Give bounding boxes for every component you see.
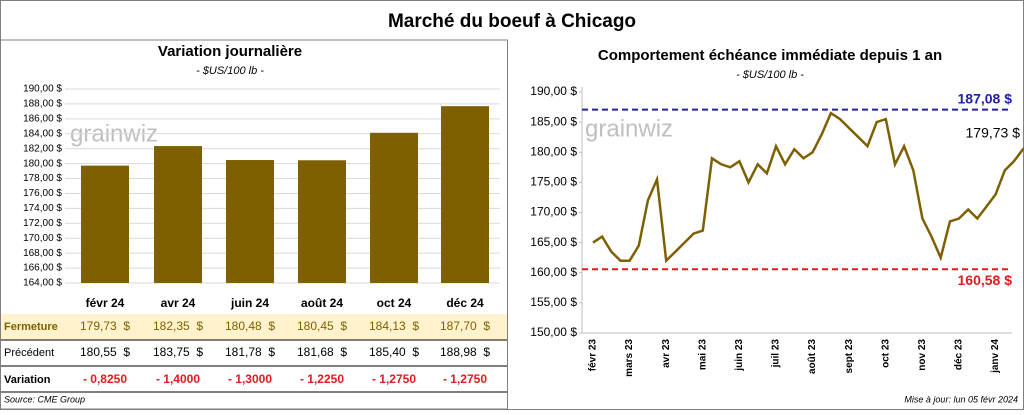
table-cell: 181,68 $ <box>297 345 347 359</box>
y-tick-label: 190,00 $ <box>23 84 62 95</box>
y-tick-label: 180,00 $ <box>23 158 62 169</box>
table-cell: 183,75 $ <box>153 345 203 359</box>
bar <box>154 146 202 283</box>
x-tick-label: oct 23 <box>880 339 891 368</box>
bar <box>298 160 346 283</box>
chart-subtitle: - $US/100 lb - <box>736 69 804 81</box>
row-label: Précédent <box>4 347 54 359</box>
y-tick-label: 172,00 $ <box>23 218 62 229</box>
bar <box>370 132 418 283</box>
table-cell: 180,55 $ <box>80 345 130 359</box>
y-tick-label: 168,00 $ <box>23 248 62 259</box>
x-tick-label: avr 23 <box>661 339 672 368</box>
table-cell: - 1,4000 <box>156 372 200 386</box>
y-tick-label: 175,00 $ <box>530 175 577 189</box>
table-cell: 184,13 $ <box>369 319 419 333</box>
x-tick-label: août 24 <box>301 296 343 310</box>
y-tick-label: 185,00 $ <box>530 114 577 128</box>
chart-title: Variation journalière <box>158 43 302 60</box>
bar <box>441 106 489 284</box>
row-label: Variation <box>4 374 51 386</box>
y-tick-label: 178,00 $ <box>23 173 62 184</box>
x-tick-label: nov 23 <box>917 339 928 371</box>
x-tick-label: mai 23 <box>697 339 708 371</box>
x-tick-label: déc 24 <box>446 296 484 310</box>
x-tick-label: juin 23 <box>734 339 745 372</box>
page-title: Marché du boeuf à Chicago <box>388 11 636 32</box>
y-tick-label: 182,00 $ <box>23 143 62 154</box>
table-cell: 180,48 $ <box>225 319 275 333</box>
y-tick-label: 166,00 $ <box>23 263 62 274</box>
x-tick-label: févr 24 <box>86 296 125 310</box>
x-tick-label: sept 23 <box>844 339 855 374</box>
x-tick-label: juil 23 <box>771 339 782 369</box>
watermark: grainwiz <box>585 115 673 142</box>
table-cell: 185,40 $ <box>369 345 419 359</box>
y-tick-label: 170,00 $ <box>23 233 62 244</box>
close-row-bg <box>1 314 507 340</box>
y-tick-label: 155,00 $ <box>530 295 577 309</box>
x-tick-label: févr 23 <box>588 339 599 372</box>
source: Source: CME Group <box>4 394 85 404</box>
table-cell: - 0,8250 <box>83 372 127 386</box>
y-tick-label: 188,00 $ <box>23 99 62 110</box>
left-panel <box>0 39 508 410</box>
bar <box>226 160 274 283</box>
x-tick-label: juin 24 <box>230 296 269 310</box>
table-cell: - 1,3000 <box>228 372 272 386</box>
table-cell: - 1,2250 <box>300 372 344 386</box>
bar <box>81 165 129 283</box>
y-tick-label: 150,00 $ <box>530 325 577 339</box>
x-tick-label: août 23 <box>807 339 818 374</box>
x-tick-label: janv 24 <box>990 339 1001 374</box>
table-cell: 187,70 $ <box>440 319 490 333</box>
y-tick-label: 176,00 $ <box>23 188 62 199</box>
table-cell: - 1,2750 <box>372 372 416 386</box>
y-tick-label: 190,00 $ <box>530 84 577 98</box>
updated: Mise à jour: lun 05 févr 2024 <box>904 394 1018 404</box>
reference-label: 187,08 $ <box>958 90 1013 106</box>
chart-subtitle: - $US/100 lb - <box>196 65 264 77</box>
x-tick-label: mars 23 <box>624 339 635 377</box>
x-tick-label: déc 23 <box>954 339 965 371</box>
x-tick-label: avr 24 <box>161 296 196 310</box>
y-tick-label: 184,00 $ <box>23 128 62 139</box>
chart-title: Comportement échéance immédiate depuis 1… <box>598 47 942 64</box>
table-cell: 179,73 $ <box>80 319 130 333</box>
x-tick-label: oct 24 <box>377 296 412 310</box>
y-tick-label: 165,00 $ <box>530 235 577 249</box>
table-cell: - 1,2750 <box>443 372 487 386</box>
price-line <box>592 111 1024 264</box>
y-tick-label: 170,00 $ <box>530 205 577 219</box>
last-value-label: 179,73 $ <box>966 125 1021 141</box>
reference-label: 160,58 $ <box>958 272 1013 288</box>
table-cell: 181,78 $ <box>225 345 275 359</box>
y-tick-label: 174,00 $ <box>23 203 62 214</box>
y-tick-label: 164,00 $ <box>23 278 62 289</box>
table-cell: 182,35 $ <box>153 319 203 333</box>
y-tick-label: 180,00 $ <box>530 144 577 158</box>
table-cell: 188,98 $ <box>440 345 490 359</box>
y-tick-label: 160,00 $ <box>530 265 577 279</box>
row-label: Fermeture <box>4 321 58 333</box>
y-tick-label: 186,00 $ <box>23 113 62 124</box>
table-cell: 180,45 $ <box>297 319 347 333</box>
